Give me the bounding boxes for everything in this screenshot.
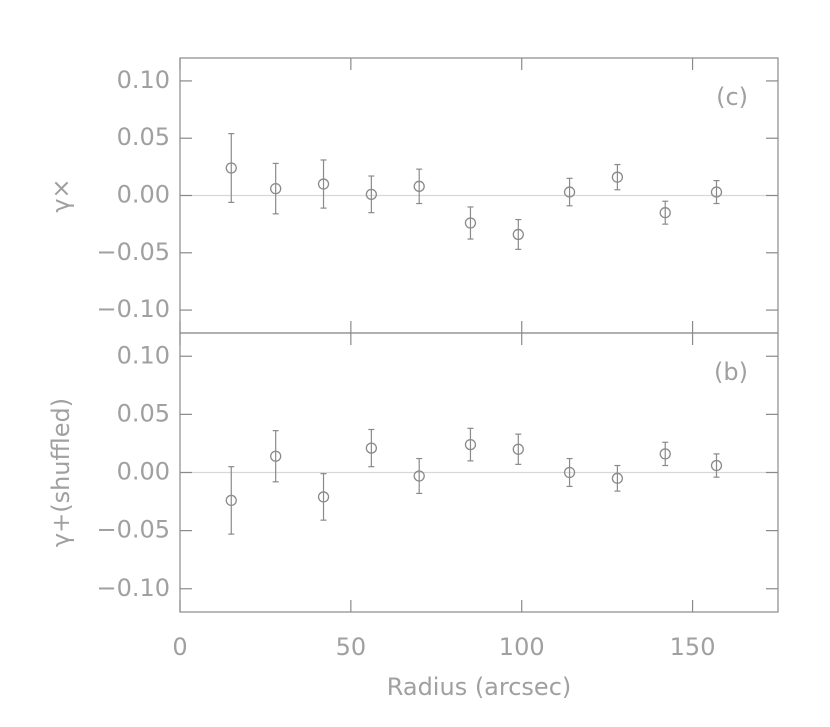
y-tick-label: −0.10	[96, 295, 170, 323]
y-axis-label: γ+(shuffled)	[47, 398, 75, 547]
marker	[413, 180, 425, 192]
marker	[512, 443, 524, 455]
marker	[464, 438, 477, 451]
marker	[563, 186, 576, 198]
marker	[413, 470, 425, 482]
marker	[317, 491, 330, 503]
marker	[659, 207, 671, 219]
x-tick-label: 150	[670, 633, 716, 661]
marker	[225, 494, 237, 507]
y-tick-label: 0.00	[117, 181, 170, 209]
y-tick-label: 0.05	[117, 399, 170, 427]
marker	[365, 442, 378, 454]
marker	[710, 186, 723, 198]
marker	[365, 188, 378, 201]
marker	[563, 466, 576, 479]
x-axis-label: Radius (arcsec)	[387, 673, 572, 701]
y-tick-label: 0.10	[117, 341, 170, 369]
y-tick-label: 0.10	[117, 66, 170, 94]
y-tick-label: 0.05	[117, 123, 170, 151]
marker	[659, 448, 671, 460]
marker	[710, 459, 723, 472]
y-tick-label: −0.10	[96, 574, 170, 602]
marker	[464, 217, 477, 229]
marker	[270, 450, 282, 462]
y-tick-label: 0.00	[117, 458, 170, 486]
marker	[611, 171, 624, 183]
y-tick-label: −0.05	[96, 516, 170, 544]
x-tick-label: 0	[172, 633, 187, 661]
panel-label: (b)	[714, 358, 748, 386]
marker	[512, 228, 524, 241]
marker	[611, 472, 624, 484]
marker	[317, 178, 330, 190]
panel-label: (c)	[716, 83, 748, 111]
y-tick-label: −0.05	[96, 238, 170, 266]
x-tick-label: 50	[336, 633, 367, 661]
x-tick-label: 100	[499, 633, 545, 661]
marker	[270, 182, 282, 195]
y-axis-label: γ×	[47, 178, 75, 212]
marker	[225, 162, 237, 174]
